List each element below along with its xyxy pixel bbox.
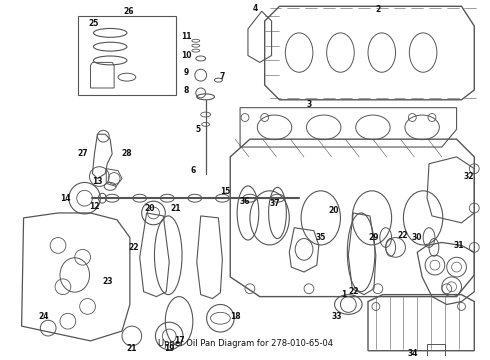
Text: 6: 6	[190, 166, 196, 175]
Text: 8: 8	[183, 86, 189, 95]
Text: 30: 30	[412, 233, 422, 242]
Text: 26: 26	[123, 7, 134, 16]
Text: 20: 20	[328, 207, 339, 216]
Text: 13: 13	[92, 177, 102, 186]
Text: 28: 28	[122, 149, 132, 158]
Text: 35: 35	[316, 233, 326, 242]
Text: 21: 21	[171, 203, 181, 212]
Text: 20: 20	[144, 203, 155, 212]
Text: 10: 10	[181, 51, 191, 60]
Text: 36: 36	[240, 197, 250, 206]
Text: 17: 17	[174, 336, 184, 345]
Text: 34: 34	[407, 349, 417, 358]
Text: 7: 7	[220, 72, 225, 81]
Text: 5: 5	[195, 125, 200, 134]
Text: 22: 22	[348, 287, 359, 296]
Text: 15: 15	[220, 187, 230, 196]
Text: 3: 3	[306, 100, 312, 109]
Text: Upper Oil Pan Diagram for 278-010-65-04: Upper Oil Pan Diagram for 278-010-65-04	[157, 339, 333, 348]
Text: 23: 23	[102, 277, 113, 286]
Text: 2: 2	[375, 5, 380, 14]
Text: 14: 14	[60, 194, 70, 203]
Bar	[78, 16, 176, 95]
Text: 22: 22	[397, 231, 408, 240]
Text: 32: 32	[463, 172, 474, 181]
Text: 22: 22	[128, 243, 139, 252]
Bar	[427, 344, 445, 356]
Text: 25: 25	[88, 18, 98, 27]
Text: 19: 19	[164, 344, 174, 353]
Text: 21: 21	[126, 344, 137, 353]
Text: 37: 37	[269, 199, 280, 208]
Text: 12: 12	[89, 202, 99, 211]
Text: 24: 24	[38, 312, 49, 321]
Text: 27: 27	[77, 149, 88, 158]
Text: 33: 33	[331, 312, 342, 321]
Text: 1: 1	[341, 290, 346, 299]
Text: 31: 31	[453, 241, 464, 250]
Text: 11: 11	[181, 32, 191, 41]
Text: 29: 29	[368, 233, 379, 242]
Text: 18: 18	[230, 312, 241, 321]
Text: 9: 9	[183, 68, 189, 77]
Text: 4: 4	[252, 4, 257, 13]
